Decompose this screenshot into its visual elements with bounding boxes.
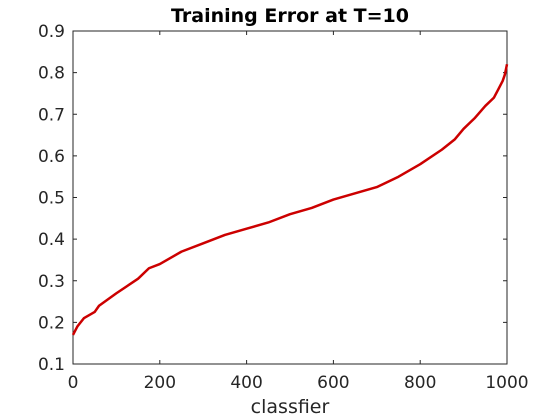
x-tick-label: 1000 (485, 373, 528, 393)
x-tick-label: 0 (68, 373, 79, 393)
y-tick-label: 0.5 (38, 189, 65, 209)
x-tick-label: 800 (404, 373, 436, 393)
y-tick-label: 0.9 (38, 22, 65, 42)
y-tick-label: 0.1 (38, 355, 65, 375)
x-axis-label: classfier (251, 396, 330, 418)
y-tick-label: 0.7 (38, 105, 65, 125)
axis-ticks (72, 30, 508, 365)
x-tick-label: 400 (230, 373, 262, 393)
x-tick-label: 600 (317, 373, 349, 393)
y-tick-label: 0.6 (38, 147, 65, 167)
series-line (71, 64, 509, 336)
axis-tick-labels: 0 200 400 600 800 1000 0.1 0.2 0.3 0.4 0.5 0.6 0.7 0.… (38, 22, 529, 393)
y-tick-label: 0.3 (38, 272, 65, 292)
x-tick-label: 200 (144, 373, 176, 393)
y-tick-label: 0.4 (38, 230, 65, 250)
plot-area-frame (72, 30, 508, 365)
y-tick-label: 0.8 (38, 64, 65, 84)
y-tick-label: 0.2 (38, 313, 65, 333)
chart-title: Training Error at T=10 (171, 5, 409, 27)
